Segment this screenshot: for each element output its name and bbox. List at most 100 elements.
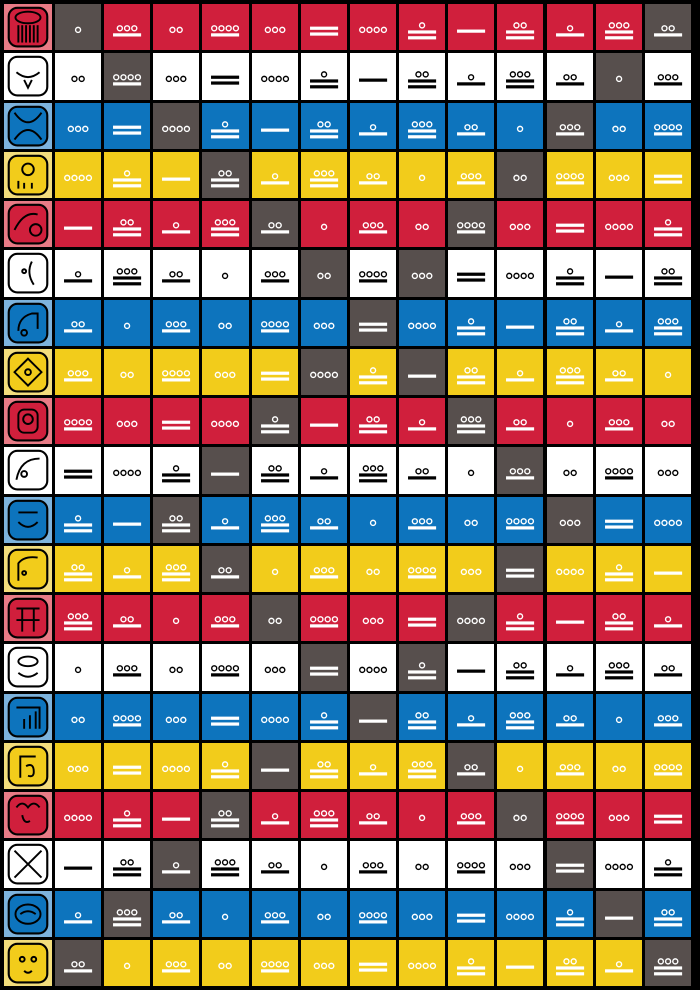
numeral-dot: [520, 419, 528, 426]
numeral-dot: [509, 863, 517, 871]
maya-numeral: [604, 468, 633, 480]
day-cell: [546, 644, 593, 691]
day-cell: [153, 151, 200, 198]
numeral-bar: [211, 183, 240, 188]
maya-numeral: [506, 272, 535, 280]
maya-numeral: [418, 174, 426, 181]
numeral-dot: [528, 913, 535, 920]
maya-numeral: [653, 859, 682, 877]
numeral-bar: [64, 919, 93, 924]
numeral-bar: [211, 873, 240, 877]
maya-numeral: [113, 74, 142, 86]
numeral-dot: [615, 960, 622, 968]
numeral-dot: [127, 859, 135, 866]
maya-numeral: [113, 908, 142, 926]
numeral-dot: [418, 272, 426, 280]
day-cell: [104, 545, 151, 592]
day-cell: [202, 398, 249, 445]
numeral-dot: [517, 125, 524, 132]
numeral-bar: [604, 476, 633, 480]
numeral-bar: [309, 575, 338, 579]
maya-numeral: [309, 169, 338, 188]
numeral-bar: [211, 824, 240, 828]
numeral-dot: [577, 813, 584, 820]
maya-numeral: [457, 416, 486, 434]
numeral-dot: [562, 957, 570, 965]
maya-numeral: [457, 366, 486, 385]
maya-numeral: [555, 620, 584, 624]
day-cell: [497, 890, 544, 937]
day-cell: [595, 939, 642, 986]
numeral-dot: [116, 268, 124, 275]
numeral-bar: [64, 427, 93, 431]
numeral-dot: [426, 517, 433, 524]
numeral-bar: [506, 476, 535, 480]
numeral-dot: [309, 616, 317, 623]
numeral-bar: [457, 331, 486, 335]
day-cell: [448, 348, 495, 395]
numeral-dot: [71, 320, 78, 327]
day-cell: [349, 644, 397, 691]
maya-numeral: [358, 123, 388, 136]
maya-numeral: [653, 714, 682, 727]
numeral-dot: [176, 666, 184, 674]
numeral-dot: [506, 517, 513, 524]
numeral-dot: [471, 519, 479, 526]
numeral-bar: [555, 620, 584, 624]
ix-icon: [4, 644, 52, 691]
numeral-bar: [408, 769, 437, 773]
day-cell: [448, 398, 495, 445]
numeral-dot: [475, 416, 482, 423]
maya-numeral: [358, 719, 388, 723]
numeral-dot: [611, 369, 619, 377]
day-cell: [251, 4, 298, 51]
numeral-dot: [506, 913, 513, 920]
day-cell: [300, 792, 347, 839]
day-cell: [497, 693, 544, 740]
maya-numeral: [408, 120, 437, 138]
numeral-dot: [373, 911, 380, 918]
maya-numeral: [64, 911, 93, 924]
numeral-dot: [422, 711, 429, 719]
numeral-dot: [369, 123, 377, 130]
numeral-dot: [411, 913, 419, 920]
maya-numeral: [260, 320, 289, 333]
maya-numeral: [555, 223, 584, 233]
maya-numeral: [113, 219, 142, 237]
day-cell: [300, 545, 347, 592]
maya-numeral: [211, 859, 240, 877]
maya-numeral: [604, 22, 633, 40]
maya-numeral: [162, 125, 191, 132]
day-cell: [448, 545, 495, 592]
maya-numeral: [64, 814, 93, 822]
maya-numeral: [162, 369, 191, 382]
numeral-bar: [162, 522, 191, 527]
numeral-dot: [320, 962, 328, 969]
numeral-dot: [218, 665, 226, 672]
numeral-dot: [78, 320, 85, 327]
day-cell: [546, 398, 593, 445]
day-cell: [399, 348, 446, 395]
day-cell: [399, 841, 446, 888]
numeral-dot: [506, 272, 513, 280]
numeral-bar: [260, 328, 289, 333]
maya-numeral: [513, 174, 528, 181]
maya-numeral: [457, 29, 486, 33]
day-cell: [55, 693, 102, 740]
day-cell: [399, 644, 446, 691]
numeral-bar: [162, 426, 191, 430]
maya-numeral: [162, 420, 191, 430]
day-cell: [55, 841, 102, 888]
numeral-dot: [320, 169, 328, 177]
maya-numeral: [162, 817, 191, 821]
numeral-dot: [422, 566, 429, 574]
numeral-dot: [320, 223, 328, 231]
day-cell: [251, 496, 298, 543]
numeral-dot: [278, 271, 286, 278]
numeral-bar: [457, 82, 486, 86]
numeral-bar: [457, 966, 486, 970]
day-cell: [104, 890, 151, 937]
numeral-bar: [309, 824, 338, 828]
numeral-dot: [134, 74, 142, 81]
numeral-bar: [113, 575, 142, 579]
